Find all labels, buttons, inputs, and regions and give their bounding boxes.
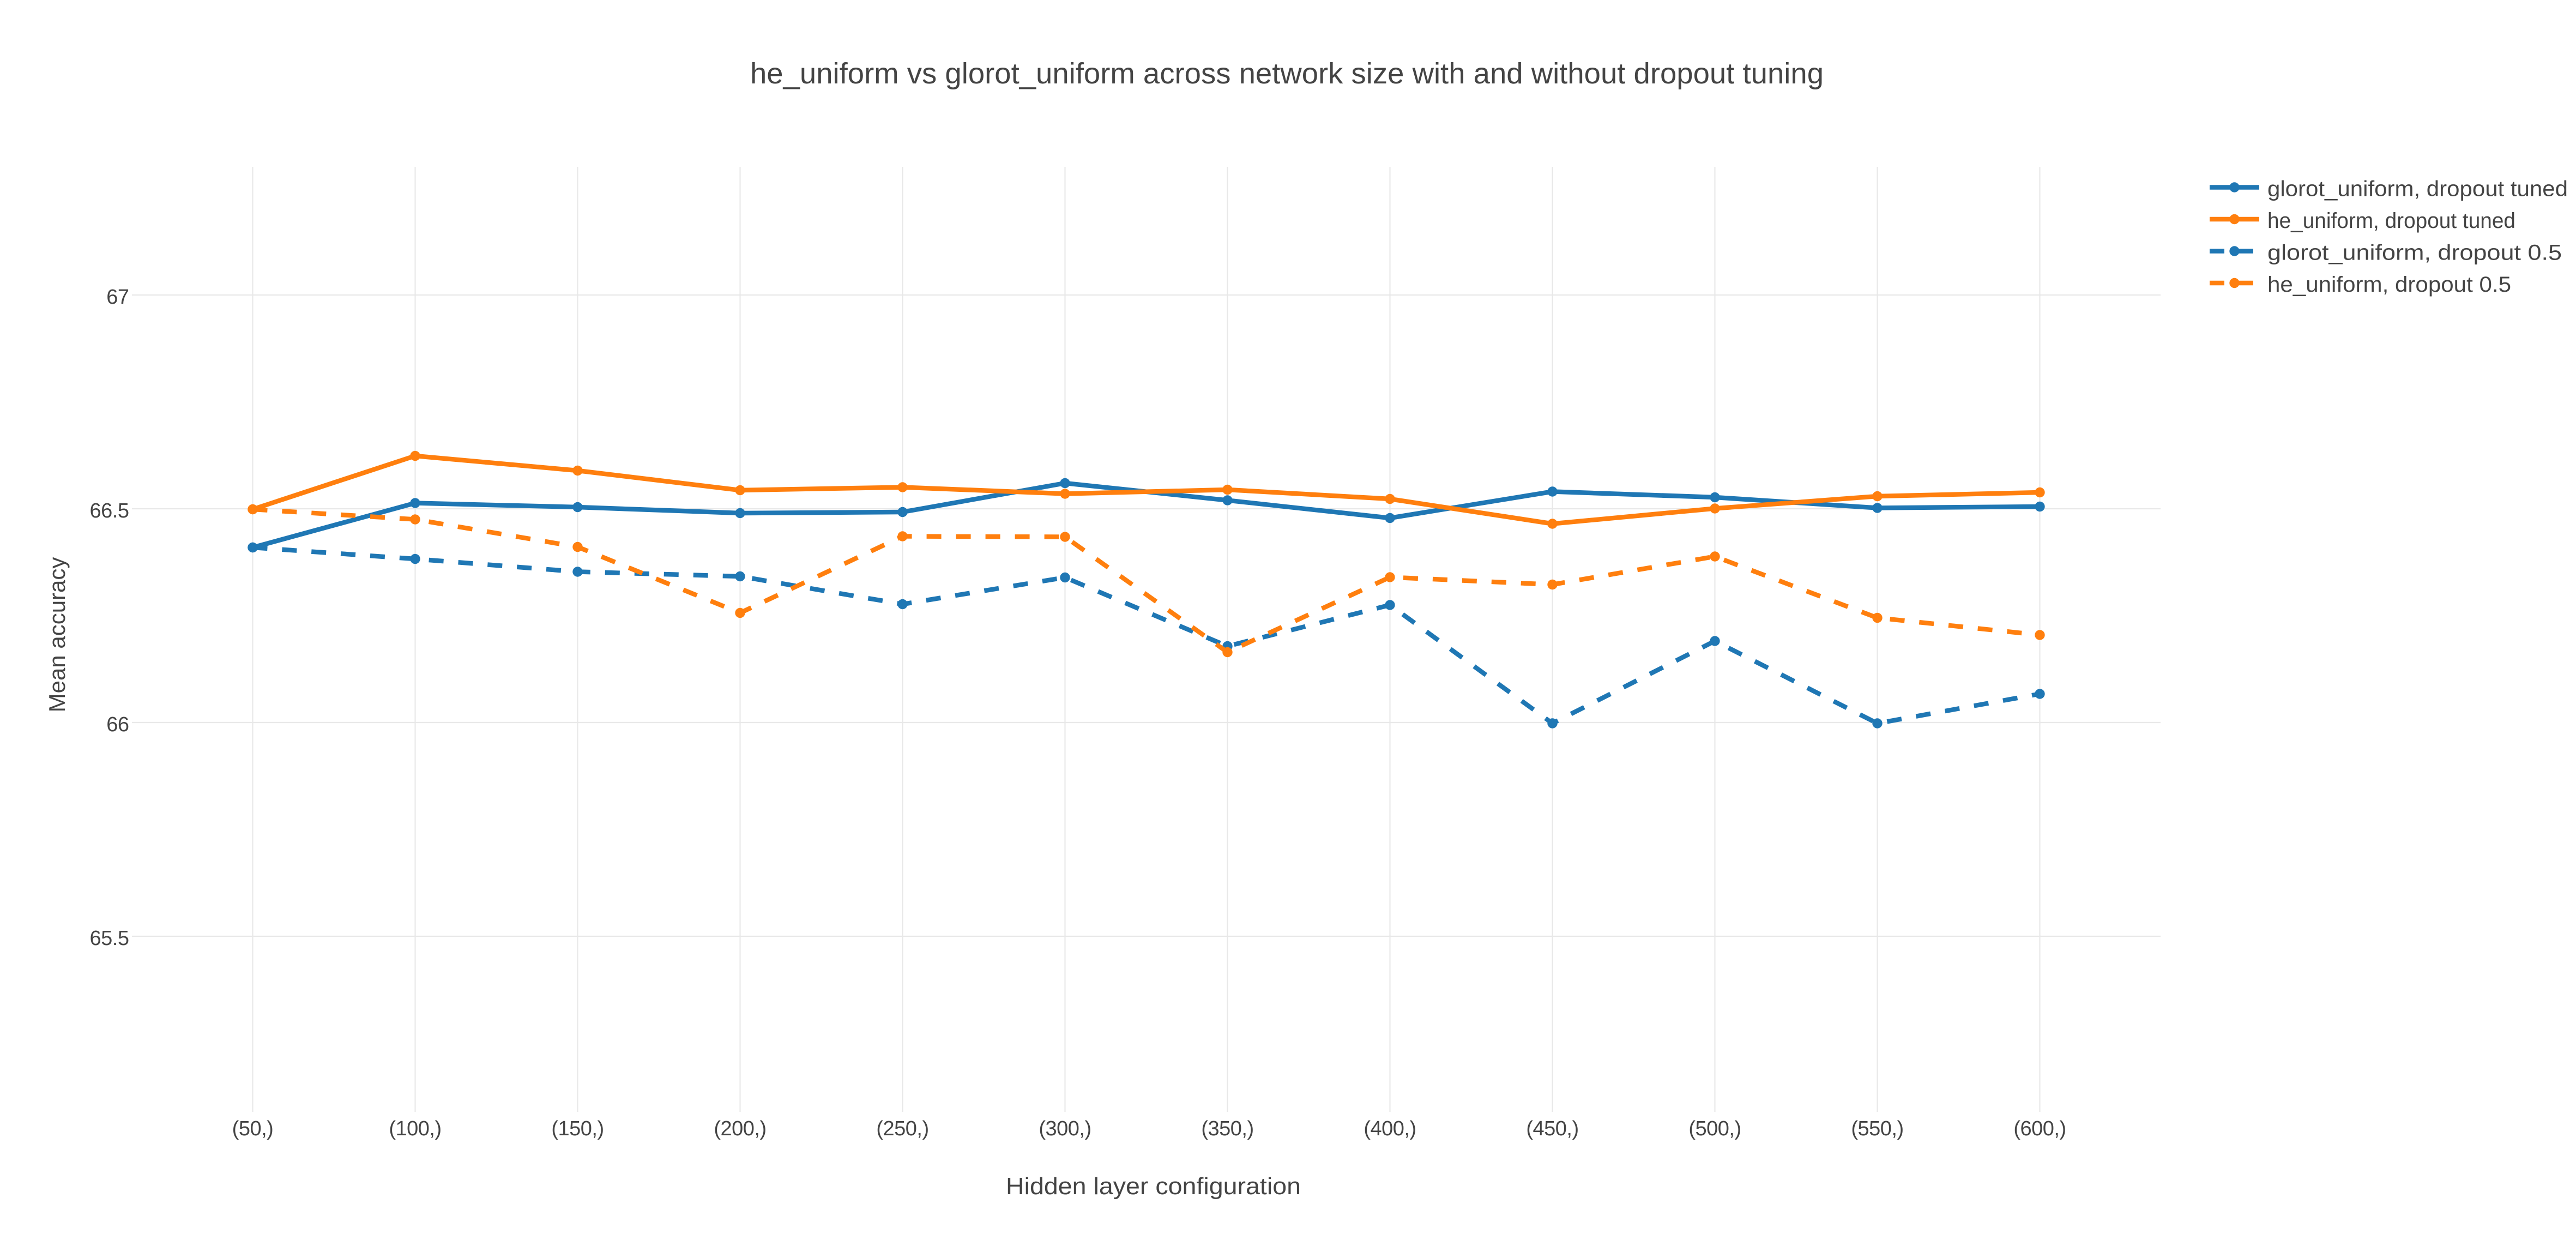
svg-text:(500,): (500,) [1688,1117,1741,1140]
svg-text:he_uniform, dropout tuned: he_uniform, dropout tuned [2267,209,2515,233]
svg-text:he_uniform, dropout 0.5: he_uniform, dropout 0.5 [2267,273,2511,297]
svg-text:Hidden layer configuration: Hidden layer configuration [1006,1173,1301,1200]
svg-text:glorot_uniform, dropout 0.5: glorot_uniform, dropout 0.5 [2267,241,2562,265]
svg-text:66.5: 66.5 [90,499,129,522]
svg-text:(300,): (300,) [1039,1117,1091,1140]
svg-text:Mean accuracy: Mean accuracy [44,557,70,713]
svg-text:(600,): (600,) [2013,1117,2066,1140]
svg-text:(250,): (250,) [876,1117,928,1140]
svg-text:(150,): (150,) [551,1117,604,1140]
svg-text:(550,): (550,) [1851,1117,1903,1140]
svg-text:(50,): (50,) [232,1117,274,1140]
svg-text:(200,): (200,) [714,1117,766,1140]
svg-text:(100,): (100,) [389,1117,441,1140]
svg-text:65.5: 65.5 [90,927,129,950]
svg-text:glorot_uniform, dropout tuned: glorot_uniform, dropout tuned [2267,177,2568,201]
svg-text:66: 66 [106,713,129,736]
svg-text:he_uniform vs glorot_uniform a: he_uniform vs glorot_uniform across netw… [750,57,1824,90]
svg-text:67: 67 [106,286,129,309]
svg-text:(350,): (350,) [1201,1117,1253,1140]
svg-text:(450,): (450,) [1526,1117,1578,1140]
svg-text:(400,): (400,) [1364,1117,1416,1140]
